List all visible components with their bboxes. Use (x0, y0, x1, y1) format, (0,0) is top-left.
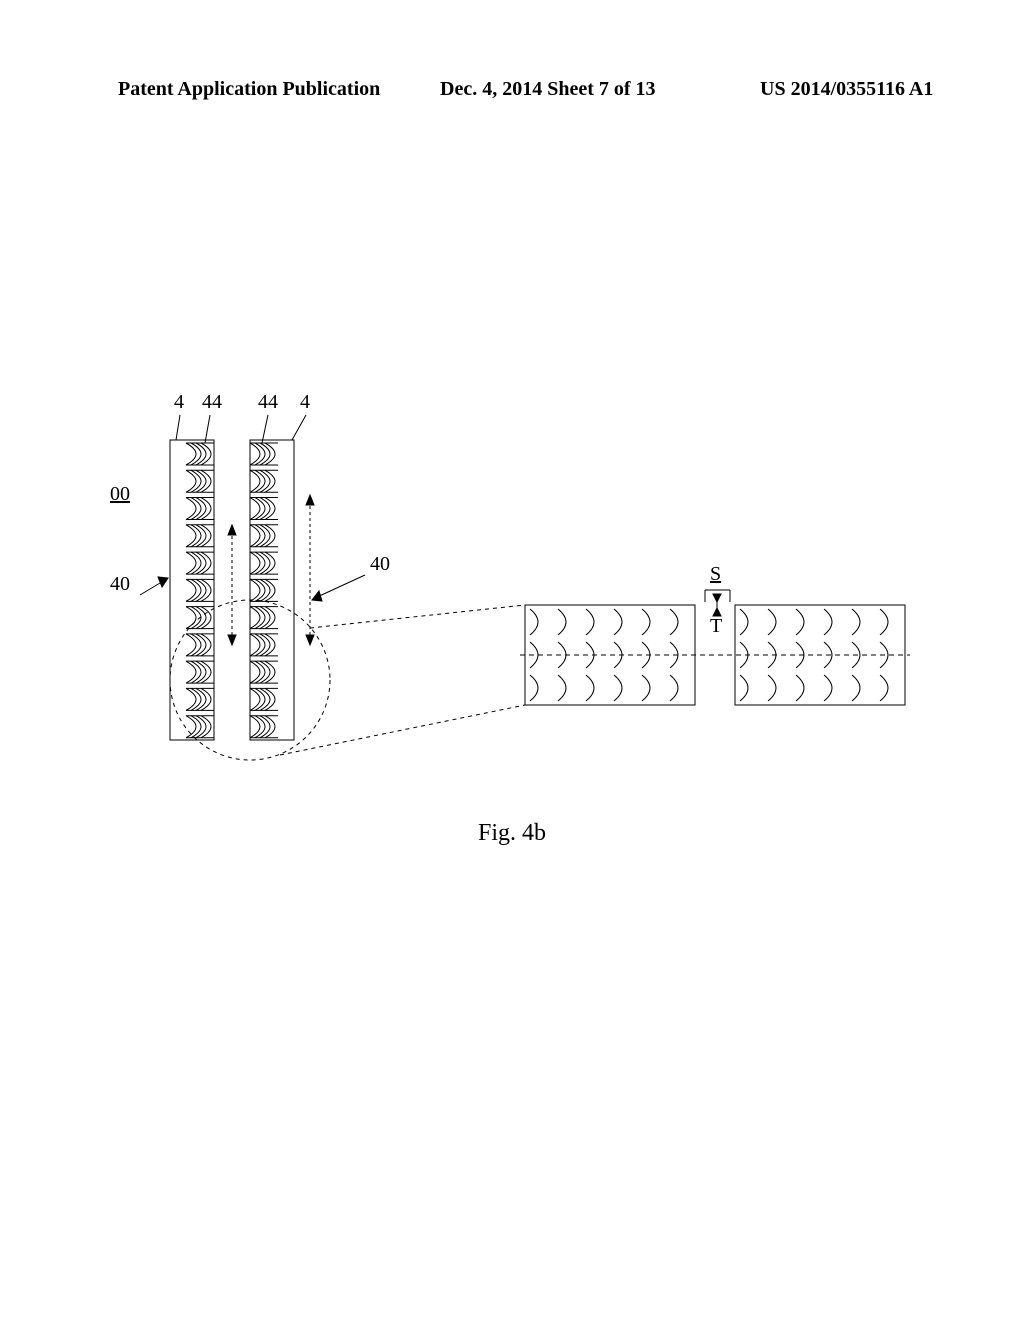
label-4-left: 4 (174, 391, 184, 413)
label-40-left: 40 (110, 573, 130, 595)
label-44-left: 44 (202, 391, 222, 413)
label-40-right: 40 (370, 553, 390, 575)
page: Patent Application Publication Dec. 4, 2… (0, 0, 1024, 1320)
figure-caption: Fig. 4b (0, 820, 1024, 847)
column-2-lenses (250, 443, 278, 738)
label-S: S (710, 563, 721, 585)
figure-4b: 4 44 44 4 400 40 40 S T (110, 380, 930, 800)
label-44-right: 44 (258, 391, 278, 413)
page-header: Patent Application Publication Dec. 4, 2… (0, 78, 1024, 108)
header-left: Patent Application Publication (118, 78, 380, 101)
header-right: US 2014/0355116 A1 (760, 78, 933, 101)
label-400: 400 (110, 483, 130, 505)
label-T: T (710, 615, 722, 637)
column-1-lenses (186, 443, 214, 738)
header-center: Dec. 4, 2014 Sheet 7 of 13 (440, 78, 656, 101)
label-4-right: 4 (300, 391, 310, 413)
s-t-bracket (705, 590, 730, 616)
figure-svg: 4 44 44 4 400 40 40 S T (110, 380, 930, 800)
